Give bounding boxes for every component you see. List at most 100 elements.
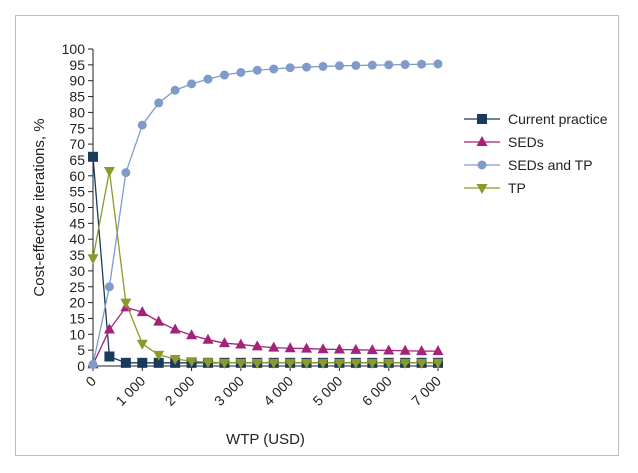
data-point xyxy=(301,342,313,353)
data-point xyxy=(153,350,165,361)
y-tick-label: 60 xyxy=(69,168,85,184)
data-point xyxy=(137,120,147,130)
y-tick-label: 70 xyxy=(69,136,85,152)
y-tick-label: 20 xyxy=(69,295,85,311)
data-point xyxy=(333,343,345,354)
data-point xyxy=(187,79,197,89)
y-tick-label: 30 xyxy=(69,263,85,279)
y-tick-label: 90 xyxy=(69,73,85,89)
data-point xyxy=(350,358,362,369)
series-line xyxy=(92,63,439,365)
data-point xyxy=(416,358,428,369)
legend-label: SEDs and TP xyxy=(508,157,593,173)
x-tick-label: 7 000 xyxy=(408,373,444,409)
legend: Current practice SEDs SEDs and TP TP xyxy=(464,111,608,196)
data-point xyxy=(251,340,263,351)
data-point xyxy=(202,358,214,369)
x-tick-label: 2 000 xyxy=(162,373,198,409)
x-tick-label: 6 000 xyxy=(359,373,395,409)
data-point xyxy=(285,63,295,73)
data-point xyxy=(186,357,198,368)
data-point xyxy=(218,337,230,348)
data-point xyxy=(136,339,148,350)
data-point xyxy=(170,85,180,95)
data-point xyxy=(103,323,115,334)
data-point xyxy=(120,298,132,309)
data-point xyxy=(169,323,181,334)
data-point xyxy=(203,74,213,84)
y-tick-label: 65 xyxy=(69,152,85,168)
legend-item: SEDs xyxy=(464,134,544,150)
data-point xyxy=(252,65,262,75)
x-tick-label: 1 000 xyxy=(112,373,148,409)
legend-label: Current practice xyxy=(508,111,608,127)
line-chart: 0510152025303540455055606570758085909510… xyxy=(31,41,608,448)
x-tick-label: 4 000 xyxy=(260,373,296,409)
data-point xyxy=(366,358,378,369)
data-point xyxy=(416,345,428,356)
data-point xyxy=(121,168,131,178)
data-point xyxy=(284,342,296,353)
series-layer xyxy=(87,59,444,369)
data-point xyxy=(169,355,181,366)
data-point xyxy=(317,358,329,369)
x-tick-label: 0 xyxy=(82,373,99,390)
x-tick-label: 5 000 xyxy=(309,373,345,409)
series-tp xyxy=(87,167,444,369)
data-point xyxy=(136,306,148,317)
data-point xyxy=(120,357,131,368)
y-tick-label: 0 xyxy=(77,358,85,374)
legend-item: TP xyxy=(464,180,526,196)
data-point xyxy=(218,358,230,369)
data-point xyxy=(367,60,377,70)
data-point xyxy=(268,341,280,352)
y-tick-label: 95 xyxy=(69,57,85,73)
data-point xyxy=(269,64,279,74)
data-point xyxy=(351,60,361,70)
data-point xyxy=(384,60,394,70)
y-tick-label: 35 xyxy=(69,247,85,263)
data-point xyxy=(284,358,296,369)
legend-label: SEDs xyxy=(508,134,544,150)
legend-label: TP xyxy=(508,180,526,196)
legend-marker xyxy=(477,160,487,170)
data-point xyxy=(236,67,246,77)
y-tick-label: 50 xyxy=(69,200,85,216)
y-tick-label: 80 xyxy=(69,104,85,120)
data-point xyxy=(251,358,263,369)
data-point xyxy=(153,315,165,326)
y-tick-label: 45 xyxy=(69,215,85,231)
data-point xyxy=(334,61,344,71)
data-point xyxy=(399,358,411,369)
y-tick-label: 10 xyxy=(69,326,85,342)
y-tick-label: 55 xyxy=(69,184,85,200)
data-point xyxy=(104,351,115,362)
legend-item: SEDs and TP xyxy=(464,157,593,173)
series-line xyxy=(92,156,438,364)
y-tick-label: 25 xyxy=(69,279,85,295)
data-point xyxy=(268,358,280,369)
data-point xyxy=(432,345,444,356)
y-tick-label: 5 xyxy=(77,342,85,358)
data-point xyxy=(383,358,395,369)
data-point xyxy=(366,344,378,355)
y-axis-title: Cost-effective iterations, % xyxy=(31,118,48,296)
series-seds-and-tp xyxy=(88,59,443,369)
data-point xyxy=(219,70,229,80)
data-point xyxy=(333,358,345,369)
data-point xyxy=(88,359,98,369)
x-tick-label: 3 000 xyxy=(211,373,247,409)
series-line xyxy=(92,170,438,364)
data-point xyxy=(317,343,329,354)
y-tick-label: 85 xyxy=(69,89,85,105)
series-line xyxy=(92,306,438,365)
data-point xyxy=(137,357,148,368)
data-point xyxy=(186,329,198,340)
data-point xyxy=(400,60,410,70)
data-point xyxy=(350,343,362,354)
data-point xyxy=(103,167,115,178)
data-point xyxy=(383,344,395,355)
legend-marker xyxy=(476,184,488,194)
legend-marker xyxy=(476,136,488,146)
data-point xyxy=(399,344,411,355)
